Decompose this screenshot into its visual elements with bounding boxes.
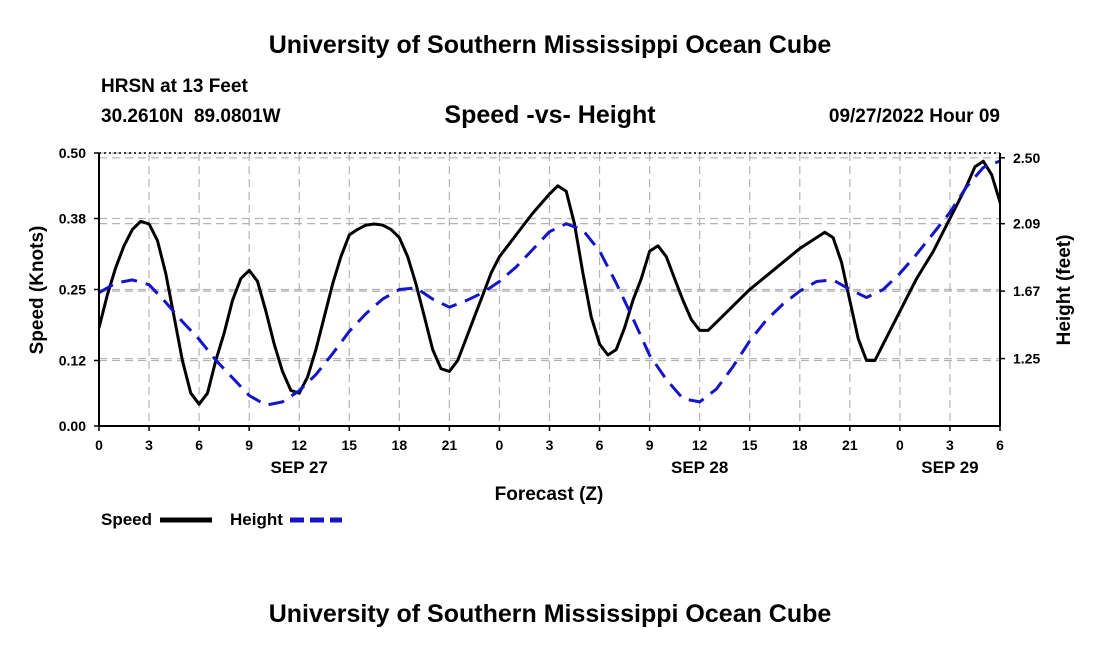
y-tick-label: 0.38 [59, 211, 86, 227]
x-tick-label: 0 [896, 437, 904, 453]
x-tick-label: 6 [596, 437, 604, 453]
y2-tick-label: 1.67 [1013, 283, 1040, 299]
x-tick-label: 0 [496, 437, 504, 453]
date-label: SEP 27 [271, 458, 328, 477]
y-tick-label: 0.00 [59, 418, 86, 434]
chart-title: University of Southern Mississippi Ocean… [268, 31, 832, 59]
footer-title: University of Southern Mississippi Ocean… [268, 600, 832, 628]
x-axis-label: Forecast (Z) [495, 484, 604, 505]
date-label: SEP 28 [671, 458, 728, 477]
x-tick-label: 12 [291, 437, 307, 453]
x-tick-label: 15 [341, 437, 357, 453]
station-coords: 30.2610N 89.0801W [101, 106, 281, 127]
x-tick-label: 18 [792, 437, 808, 453]
date-label: SEP 29 [921, 458, 978, 477]
legend: Speed Height [101, 510, 342, 529]
y2-tick-label: 2.09 [1013, 216, 1040, 232]
forecast-datetime: 09/27/2022 Hour 09 [828, 106, 1000, 127]
x-tick-label: 12 [692, 437, 708, 453]
height-series-line [99, 159, 1000, 407]
series-lines [99, 159, 1000, 407]
y-tick-label: 0.12 [59, 352, 86, 368]
x-tick-label: 6 [195, 437, 203, 453]
station-label: HRSN at 13 Feet [101, 76, 248, 97]
grid-lines [99, 152, 1000, 426]
axis-ticks: 0 3 6 9 12 15 18 21 0 3 6 9 12 15 18 21 0 3 6 SEP 27 SEP 28 S… [59, 145, 1041, 477]
x-tick-label: 9 [646, 437, 654, 453]
x-tick-label: 3 [546, 437, 554, 453]
chart-subtitle: Speed -vs- Height [444, 101, 656, 129]
x-tick-label: 9 [245, 437, 253, 453]
x-tick-label: 21 [442, 437, 458, 453]
y-tick-label: 0.25 [59, 282, 86, 298]
legend-speed-label: Speed [101, 510, 152, 529]
x-tick-label: 3 [145, 437, 153, 453]
x-tick-label: 18 [392, 437, 408, 453]
y-tick-label: 0.50 [59, 145, 86, 161]
x-tick-label: 0 [95, 437, 103, 453]
y2-axis-label: Height (feet) [1054, 235, 1075, 346]
y2-tick-label: 2.50 [1013, 150, 1040, 166]
x-tick-label: 3 [946, 437, 954, 453]
y2-tick-label: 1.25 [1013, 351, 1040, 367]
x-tick-label: 15 [742, 437, 758, 453]
x-tick-label: 6 [996, 437, 1004, 453]
x-tick-label: 21 [842, 437, 858, 453]
legend-height-label: Height [230, 510, 283, 529]
y-axis-label: Speed (Knots) [27, 226, 48, 355]
speed-series-line [99, 159, 1000, 406]
